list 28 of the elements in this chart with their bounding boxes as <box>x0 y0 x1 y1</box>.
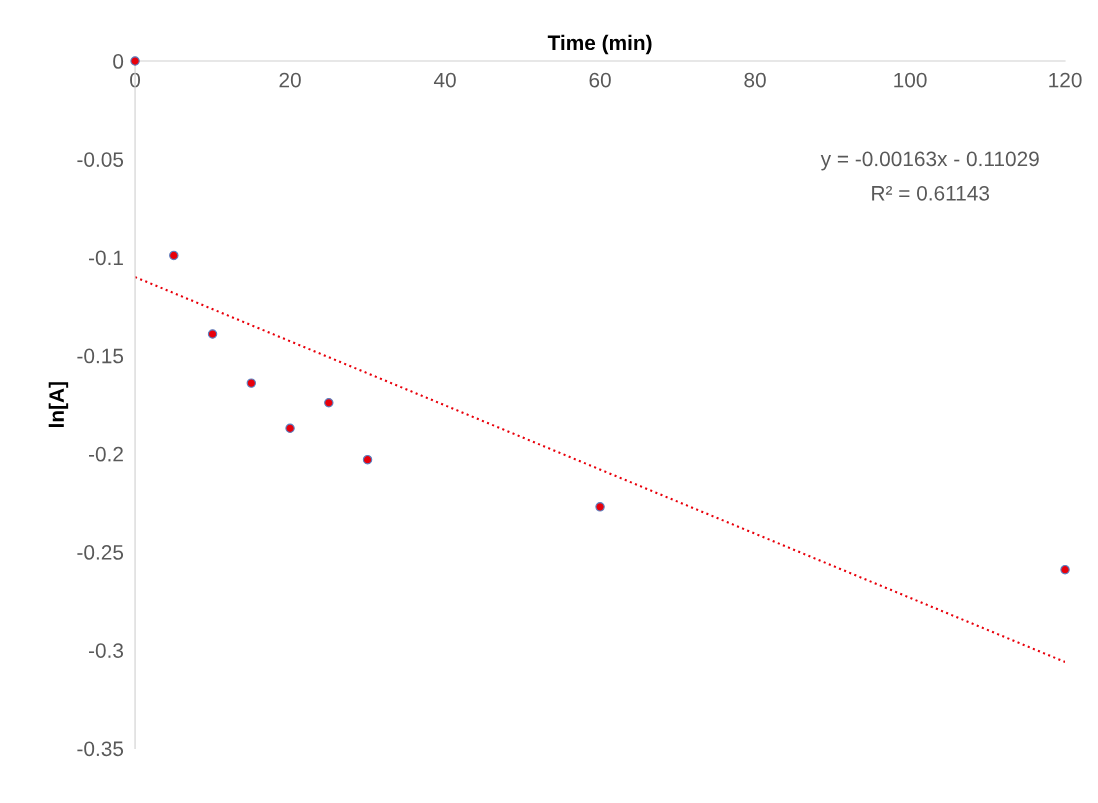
point <box>130 56 140 66</box>
y-tick-label: 0 <box>113 54 124 69</box>
y-tick-label: -0.1 <box>88 250 123 266</box>
x-tick-label: 0 <box>130 72 141 88</box>
y-tick-label: -0.25 <box>77 545 124 560</box>
x-tick-label: 40 <box>433 72 456 88</box>
point <box>362 454 373 465</box>
x-tick-label: 120 <box>1049 72 1082 88</box>
annotation: R² = 0.61143 <box>872 185 990 201</box>
y-tick-label: -0.15 <box>77 348 124 364</box>
y-tick-label: -0.3 <box>88 643 124 658</box>
point <box>1060 564 1070 575</box>
point <box>595 502 605 512</box>
point <box>324 398 334 408</box>
x-tick-label: 100 <box>894 72 927 88</box>
x-tick-label: 60 <box>589 72 611 88</box>
annotation: y = -0.00163x - 0.11029 <box>820 151 1039 171</box>
point <box>207 329 218 339</box>
point <box>169 250 179 261</box>
x-tick-label: 20 <box>279 72 301 88</box>
point <box>246 378 257 388</box>
point <box>285 423 295 434</box>
x-axis-title: Time (min) <box>547 34 652 55</box>
y-tick-label: -0.2 <box>88 446 123 462</box>
y-axis-title: ln[A] <box>48 382 69 427</box>
y-tick-label: -0.05 <box>77 152 124 167</box>
x-tick-label: 80 <box>744 72 766 88</box>
y-tick-label: -0.35 <box>77 741 124 757</box>
